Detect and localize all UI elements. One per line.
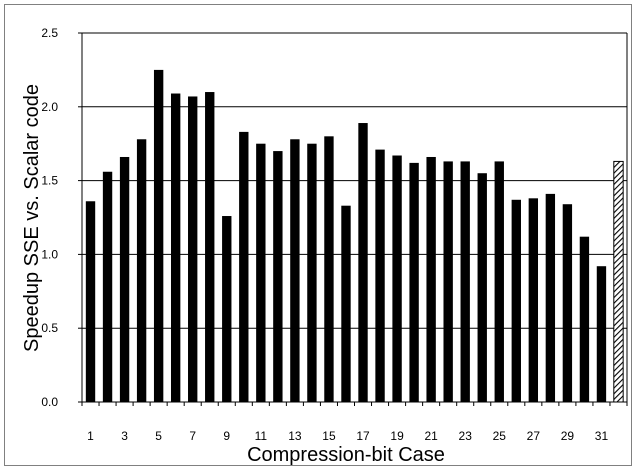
bar bbox=[426, 156, 436, 402]
x-tick-label: 3 bbox=[121, 429, 128, 443]
y-tick-labels: 0.0 0.5 1.0 1.5 2.0 2.5 bbox=[41, 26, 58, 409]
bar bbox=[256, 143, 266, 402]
x-tick-label: 1 bbox=[87, 429, 94, 443]
bar bbox=[239, 131, 249, 402]
bar bbox=[136, 139, 147, 402]
x-tick-label: 11 bbox=[255, 429, 268, 443]
bar bbox=[324, 136, 334, 402]
x-tick-labels: 1 3 5 7 9 11 13 15 17 19 21 23 25 27 29 31 bbox=[87, 429, 608, 443]
bar bbox=[375, 149, 385, 402]
bar bbox=[222, 216, 232, 402]
axes bbox=[78, 32, 628, 406]
bar bbox=[409, 162, 419, 402]
y-tick-label: 1.5 bbox=[41, 174, 58, 188]
y-axis-title: Speedup SSE vs. Scalar code bbox=[21, 84, 43, 352]
bars bbox=[85, 69, 624, 403]
x-tick-label: 15 bbox=[322, 429, 336, 443]
bar bbox=[341, 205, 351, 402]
bar bbox=[307, 143, 317, 402]
bar bbox=[85, 201, 96, 402]
x-tick-label: 7 bbox=[189, 429, 196, 443]
bar bbox=[102, 171, 113, 402]
bar bbox=[460, 161, 470, 402]
x-tick-label: 5 bbox=[155, 429, 162, 443]
bar bbox=[443, 161, 453, 402]
bar bbox=[596, 266, 607, 402]
bar bbox=[528, 198, 539, 402]
x-tick-label: 17 bbox=[356, 429, 370, 443]
x-tick-label: 29 bbox=[561, 429, 575, 443]
bar bbox=[188, 96, 198, 402]
x-axis-title: Compression-bit Case bbox=[247, 444, 445, 466]
bar bbox=[170, 93, 181, 403]
bar bbox=[205, 92, 215, 402]
bar bbox=[273, 151, 283, 402]
x-tick-label: 23 bbox=[459, 429, 473, 443]
bar bbox=[358, 123, 368, 402]
y-tick-label: 0.0 bbox=[41, 395, 58, 409]
gridlines bbox=[82, 32, 627, 329]
bar bbox=[153, 69, 164, 403]
y-tick-label: 2.0 bbox=[41, 100, 58, 114]
y-tick-label: 0.5 bbox=[41, 321, 58, 335]
bar bbox=[494, 161, 504, 402]
bar bbox=[392, 155, 402, 402]
x-tick-label: 19 bbox=[390, 429, 404, 443]
bar bbox=[477, 173, 487, 402]
bar bbox=[579, 236, 590, 402]
x-tick-label: 13 bbox=[288, 429, 302, 443]
x-tick-label: 21 bbox=[424, 429, 438, 443]
x-tick-label: 9 bbox=[223, 429, 230, 443]
bar bbox=[511, 199, 521, 402]
y-tick-label: 2.5 bbox=[41, 26, 58, 40]
x-tick-label: 27 bbox=[527, 429, 541, 443]
bar bbox=[545, 193, 556, 402]
bar-hatched bbox=[613, 160, 624, 403]
x-tick-label: 31 bbox=[595, 429, 609, 443]
x-tick-label: 25 bbox=[493, 429, 507, 443]
bar bbox=[290, 139, 300, 402]
y-tick-label: 1.0 bbox=[41, 247, 58, 261]
bar bbox=[562, 204, 573, 402]
bar bbox=[119, 156, 130, 402]
